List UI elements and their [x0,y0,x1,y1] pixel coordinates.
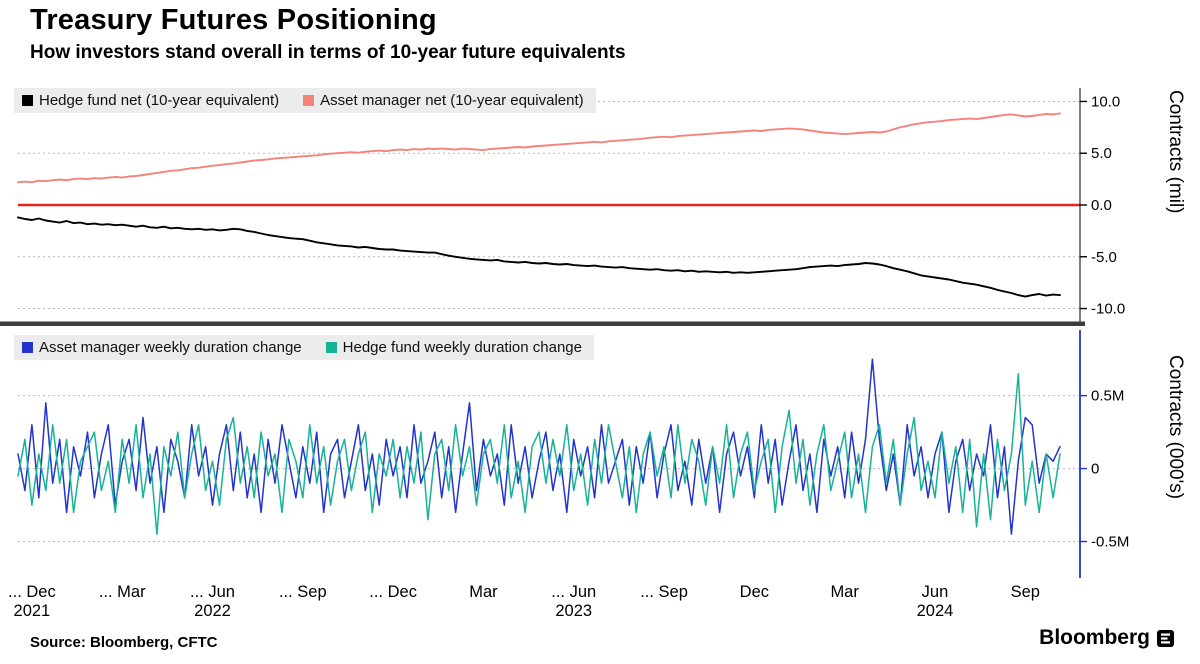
x-tick-label: ... Mar [99,583,146,601]
x-tick-label: ... Sep [279,583,327,601]
legend-item-hedge-fund-weekly: Hedge fund weekly duration change [325,339,582,356]
legend-label-asset-manager-net: Asset manager net (10-year equivalent) [320,92,584,109]
x-tick-label: Mar [469,583,498,601]
y-axis-title-bottom: Contracts (000's) [1165,355,1186,500]
panel-0: 10.0 5.0 0.0 -5.0 -10.0 [17,88,1125,322]
x-tick-label: ... Jun [190,583,235,601]
series-line-1-1 [17,373,1061,535]
panel-divider [0,321,1085,326]
source-note: Source: Bloomberg, CFTC [30,634,218,651]
legend-top-panel: Hedge fund net (10-year equivalent) Asse… [14,88,596,113]
y-tick-label: 0.5M [1091,388,1124,405]
legend-item-hedge-fund-net: Hedge fund net (10-year equivalent) [22,92,279,109]
y-tick-label: -5.0 [1091,249,1117,266]
y-tick-label: -0.5M [1091,534,1129,551]
page-title: Treasury Futures Positioning [30,4,437,36]
legend-bottom-panel: Asset manager weekly duration change Hed… [14,335,594,360]
series-line-0-0 [17,216,1061,298]
y-tick-label: 0 [1091,461,1099,478]
x-year-label: 2021 [14,602,51,620]
y-tick-label: 10.0 [1091,93,1120,110]
x-tick-label: Dec [740,583,769,601]
x-tick-label: ... Jun [551,583,596,601]
panel-1: 0.5M 0 -0.5M [17,330,1129,578]
legend-swatch-teal [325,342,337,353]
x-year-label: 2024 [917,602,954,620]
y-axis-title-top: Contracts (mil) [1165,90,1186,214]
x-tick-label: Mar [830,583,859,601]
y-tick-label: 5.0 [1091,145,1112,162]
x-year-label: 2022 [194,602,231,620]
y-tick-label: 0.0 [1091,197,1112,214]
series-line-0-1 [17,112,1061,184]
legend-item-asset-manager-weekly: Asset manager weekly duration change [22,339,302,356]
x-tick-label: Sep [1011,583,1040,601]
legend-label-hedge-fund-weekly: Hedge fund weekly duration change [342,339,582,356]
legend-label-asset-manager-weekly: Asset manager weekly duration change [39,339,302,356]
x-tick-label: ... Dec [8,583,56,601]
legend-swatch-blue [22,342,33,353]
series-line-1-0 [17,358,1061,535]
page-subtitle: How investors stand overall in terms of … [30,42,626,63]
bloomberg-logo-icon [1157,629,1174,647]
legend-swatch-salmon [303,95,315,106]
x-year-label: 2023 [555,602,592,620]
legend-label-hedge-fund-net: Hedge fund net (10-year equivalent) [39,92,280,109]
bloomberg-wordmark: Bloomberg [1039,626,1174,650]
y-tick-label: -10.0 [1091,301,1125,318]
x-tick-label: Jun [922,583,949,601]
legend-item-asset-manager-net: Asset manager net (10-year equivalent) [303,92,584,109]
bloomberg-brand-text: Bloomberg [1039,626,1150,649]
x-tick-label: ... Dec [369,583,417,601]
x-tick-label: ... Sep [640,583,688,601]
legend-swatch-black [22,95,33,106]
